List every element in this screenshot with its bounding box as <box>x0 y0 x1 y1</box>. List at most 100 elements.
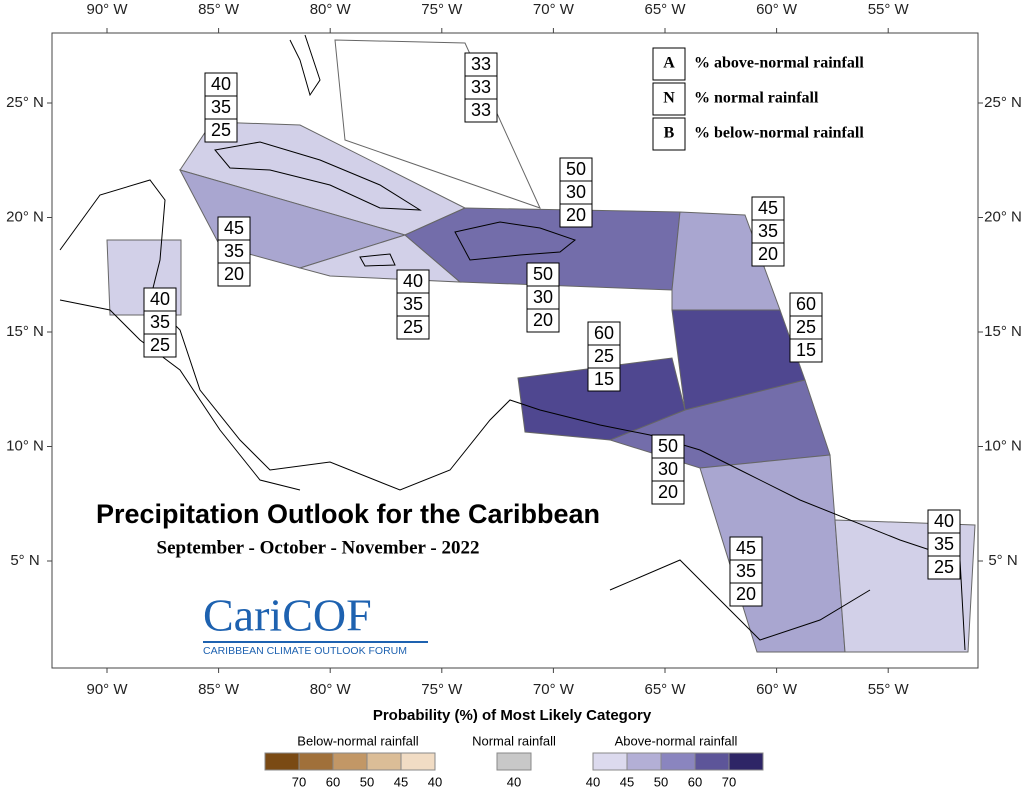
prob-value: 20 <box>224 264 244 284</box>
prob-box <box>587 367 621 392</box>
prob-box <box>651 480 685 505</box>
prob-box <box>396 315 430 340</box>
prob-box <box>217 262 251 287</box>
lon-label: 60° W <box>756 1 798 18</box>
prob-value: 30 <box>533 287 553 307</box>
key-box <box>652 82 686 116</box>
coastline <box>214 141 422 211</box>
prob-value: 15 <box>796 340 816 360</box>
prob-value: 25 <box>594 346 614 366</box>
legend-group-title: Above-normal rainfall <box>615 733 738 748</box>
legend-swatch <box>592 752 628 771</box>
legend-swatch <box>366 752 402 771</box>
prob-box <box>204 118 238 143</box>
key-letter: N <box>663 90 675 107</box>
lat-label: 5° N <box>10 552 39 569</box>
subtitle: September - October - November - 2022 <box>157 537 480 558</box>
lon-label: 80° W <box>310 1 352 18</box>
legend-swatch <box>728 752 764 771</box>
lon-label: 70° W <box>533 1 575 18</box>
legend-swatch <box>496 752 532 771</box>
region <box>334 39 541 209</box>
prob-value: 25 <box>796 317 816 337</box>
legend-swatch <box>660 752 696 771</box>
coastline <box>59 299 301 491</box>
legend-group-title: Below-normal rainfall <box>297 733 418 748</box>
prob-value: 20 <box>736 584 756 604</box>
lon-label: 65° W <box>644 681 686 698</box>
lon-label: 75° W <box>421 1 463 18</box>
prob-value: 40 <box>211 74 231 94</box>
prob-box <box>751 242 785 267</box>
prob-box <box>464 98 498 123</box>
lat-label: 25° N <box>6 94 44 111</box>
lon-label: 85° W <box>198 1 240 18</box>
prob-value: 35 <box>758 221 778 241</box>
prob-value: 25 <box>150 335 170 355</box>
prob-value: 50 <box>658 436 678 456</box>
lat-label: 20° N <box>984 208 1022 225</box>
prob-box <box>559 203 593 228</box>
prob-value: 33 <box>471 77 491 97</box>
legend-swatch <box>332 752 368 771</box>
prob-value: 60 <box>796 294 816 314</box>
lat-label: 10° N <box>6 437 44 454</box>
lon-label: 85° W <box>198 681 240 698</box>
legend-label: 60 <box>326 774 340 789</box>
prob-box <box>927 555 961 580</box>
lat-label: 5° N <box>988 552 1017 569</box>
lon-label: 90° W <box>86 681 128 698</box>
coastline <box>289 34 321 97</box>
lat-label: 15° N <box>984 323 1022 340</box>
prob-value: 25 <box>211 120 231 140</box>
key-letter: B <box>664 125 675 142</box>
prob-value: 60 <box>594 323 614 343</box>
legend-label: 45 <box>620 774 634 789</box>
region <box>517 357 686 441</box>
lon-label: 55° W <box>868 681 910 698</box>
legend-swatch <box>694 752 730 771</box>
legend-label: 50 <box>654 774 668 789</box>
legend-swatch <box>264 752 300 771</box>
prob-value: 35 <box>403 294 423 314</box>
prob-value: 35 <box>211 97 231 117</box>
lat-label: 20° N <box>6 208 44 225</box>
prob-value: 15 <box>594 369 614 389</box>
prob-value: 25 <box>934 557 954 577</box>
legend-label: 40 <box>507 774 521 789</box>
prob-box <box>143 333 177 358</box>
prob-value: 35 <box>150 312 170 332</box>
lat-label: 25° N <box>984 94 1022 111</box>
lon-label: 55° W <box>868 1 910 18</box>
prob-value: 45 <box>758 198 778 218</box>
lon-label: 75° W <box>421 681 463 698</box>
legend-label: 40 <box>586 774 600 789</box>
coastline <box>609 559 871 641</box>
legend-label: 45 <box>394 774 408 789</box>
key-text: % below-normal rainfall <box>694 125 864 142</box>
prob-value: 20 <box>566 205 586 225</box>
prob-box <box>789 338 823 363</box>
logo-tagline: CARIBBEAN CLIMATE OUTLOOK FORUM <box>203 645 407 657</box>
lon-label: 60° W <box>756 681 798 698</box>
legend-label: 50 <box>360 774 374 789</box>
lat-label: 10° N <box>984 437 1022 454</box>
prob-value: 50 <box>566 159 586 179</box>
lon-label: 90° W <box>86 1 128 18</box>
prob-value: 30 <box>658 459 678 479</box>
outlook-regions <box>106 39 976 653</box>
coastlines <box>59 34 966 651</box>
coastline <box>359 253 396 267</box>
prob-value: 40 <box>403 271 423 291</box>
lon-label: 70° W <box>533 681 575 698</box>
legend-label: 40 <box>428 774 442 789</box>
prob-value: 30 <box>566 182 586 202</box>
key-box <box>652 47 686 81</box>
legend-label: 60 <box>688 774 702 789</box>
legend-label: 70 <box>722 774 736 789</box>
prob-value: 45 <box>736 538 756 558</box>
prob-value: 33 <box>471 54 491 74</box>
key-text: % above-normal rainfall <box>694 55 864 72</box>
coastline <box>59 179 966 651</box>
